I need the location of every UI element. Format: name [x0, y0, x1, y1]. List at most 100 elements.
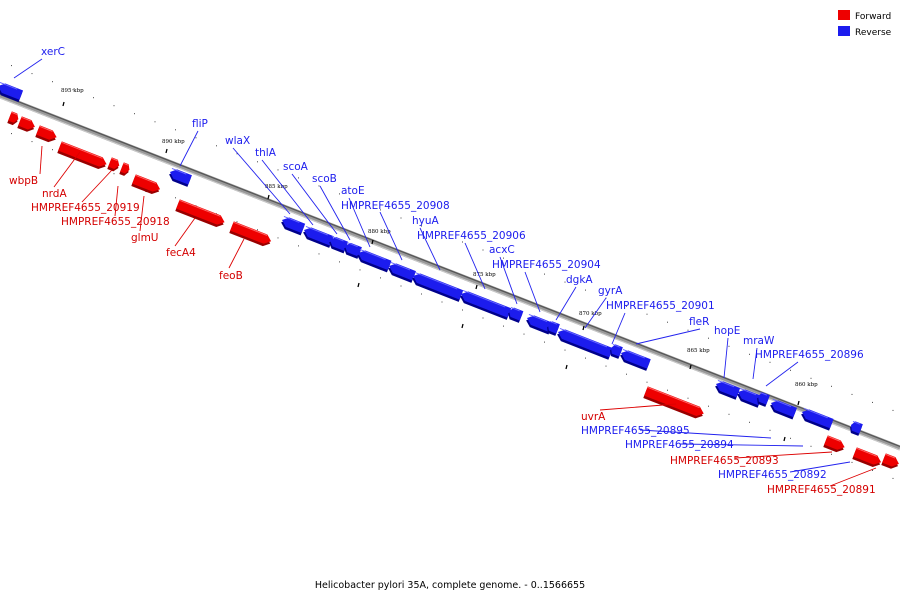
label-leader-line — [789, 461, 851, 473]
tick-dot — [544, 341, 545, 343]
gene-highlight — [852, 420, 861, 425]
reverse-gene-arrow — [303, 225, 334, 248]
gene-highlight — [283, 215, 300, 223]
gene-body — [611, 344, 623, 357]
label-leader-line — [499, 256, 518, 305]
gene-body — [771, 400, 798, 418]
gene-label-mraW: mraW — [743, 335, 775, 347]
tick-label: 860 kbp — [795, 382, 818, 388]
forward-gene-arrow — [229, 221, 272, 247]
gene-label-uvrA: uvrA — [581, 411, 606, 423]
tick-dot — [769, 361, 771, 363]
tick-label: 875 kbp — [473, 272, 496, 278]
tick-dot — [503, 325, 504, 327]
legend-reverse-label: Reverse — [855, 28, 892, 38]
gene-body — [824, 435, 845, 450]
tick-dot — [298, 177, 299, 179]
tick-dot — [523, 333, 525, 335]
major-tick — [582, 325, 585, 331]
gene-label-HMPREF4655_20891: HMPREF4655_20891 — [767, 484, 876, 496]
gene-body — [132, 174, 161, 192]
gene-highlight — [803, 407, 828, 419]
genome-caption: Helicobacter pylori 35A, complete genome… — [315, 580, 585, 591]
gene-body — [644, 386, 704, 417]
gene-body — [527, 315, 554, 333]
gene-highlight — [827, 435, 841, 442]
reverse-gene-arrow — [557, 327, 613, 360]
gene-label-HMPREF4655_20901: HMPREF4655_20901 — [606, 300, 715, 312]
gene-highlight — [171, 167, 187, 175]
tick-dot — [687, 329, 689, 331]
tick-dot — [421, 293, 422, 295]
gene-highlight — [305, 225, 328, 236]
gene-label-HMPREF4655_20894: HMPREF4655_20894 — [625, 439, 734, 451]
tick-dot — [93, 97, 94, 99]
gene-body — [509, 307, 524, 321]
label-leader-line — [752, 347, 758, 380]
label-leader-line — [319, 185, 351, 241]
major-tick — [565, 364, 568, 370]
gene-label-xerC: xerC — [41, 46, 65, 58]
gene-label-thlA: thlA — [255, 147, 277, 159]
forward-gene-arrow — [119, 162, 130, 176]
gene-highlight — [111, 157, 118, 162]
tick-dot — [113, 173, 115, 175]
tick-dot — [113, 105, 115, 107]
tick-dot — [400, 217, 402, 219]
tick-label: 870 kbp — [579, 311, 602, 317]
label-leader-line — [555, 286, 577, 321]
tick-dot — [72, 89, 74, 91]
major-tick — [689, 364, 692, 370]
tick-dot — [626, 373, 627, 375]
gene-highlight — [462, 289, 506, 308]
label-leader-line — [723, 337, 729, 379]
tick-dot — [462, 309, 463, 311]
tick-dot — [236, 153, 238, 155]
tick-label: 890 kbp — [162, 139, 185, 145]
tick-dot — [872, 469, 873, 471]
tick-dot — [728, 345, 730, 347]
tick-dot — [380, 277, 381, 279]
tick-dot — [831, 385, 832, 387]
gene-highlight — [359, 248, 386, 260]
gene-body — [802, 409, 834, 429]
tick-dot — [175, 197, 176, 199]
tick-dot — [810, 445, 812, 447]
gene-body — [58, 141, 107, 167]
tick-dot — [441, 301, 443, 303]
gene-highlight — [179, 199, 221, 217]
label-leader-line — [81, 169, 113, 203]
gene-label-HMPREF4655_20919: HMPREF4655_20919 — [31, 202, 140, 214]
gene-label-HMPREF4655_20904: HMPREF4655_20904 — [492, 259, 601, 271]
tick-dot — [749, 421, 750, 423]
label-leader-line — [139, 195, 145, 232]
label-leader-line — [464, 242, 486, 290]
forward-gene-arrow — [823, 435, 845, 453]
gene-body — [0, 83, 24, 100]
forward-gene-arrow — [131, 174, 161, 194]
label-leader-line — [599, 403, 677, 411]
gene-body — [882, 453, 899, 467]
gene-label-feoB: feoB — [219, 270, 243, 282]
label-leader-line — [179, 130, 199, 167]
gene-highlight — [528, 313, 548, 323]
forward-gene-arrow — [7, 111, 19, 126]
minor-ticks — [11, 65, 894, 479]
tick-dot — [154, 121, 156, 123]
gene-label-atoE: atoE — [341, 185, 365, 197]
label-leader-line — [174, 217, 196, 247]
gene-label-fecA4: fecA4 — [166, 247, 196, 259]
reverse-gene-arrow — [329, 235, 349, 254]
gene-highlight — [61, 141, 103, 159]
tick-dot — [52, 149, 53, 151]
tick-dot — [626, 305, 627, 307]
reverse-gene-arrow — [281, 215, 306, 236]
forward-gene-arrow — [175, 199, 225, 228]
tick-dot — [31, 141, 33, 143]
tick-dot — [380, 209, 381, 211]
gene-highlight — [739, 387, 757, 396]
tick-dot — [298, 245, 299, 247]
tick-dot — [277, 169, 279, 171]
tick-dot — [728, 413, 730, 415]
